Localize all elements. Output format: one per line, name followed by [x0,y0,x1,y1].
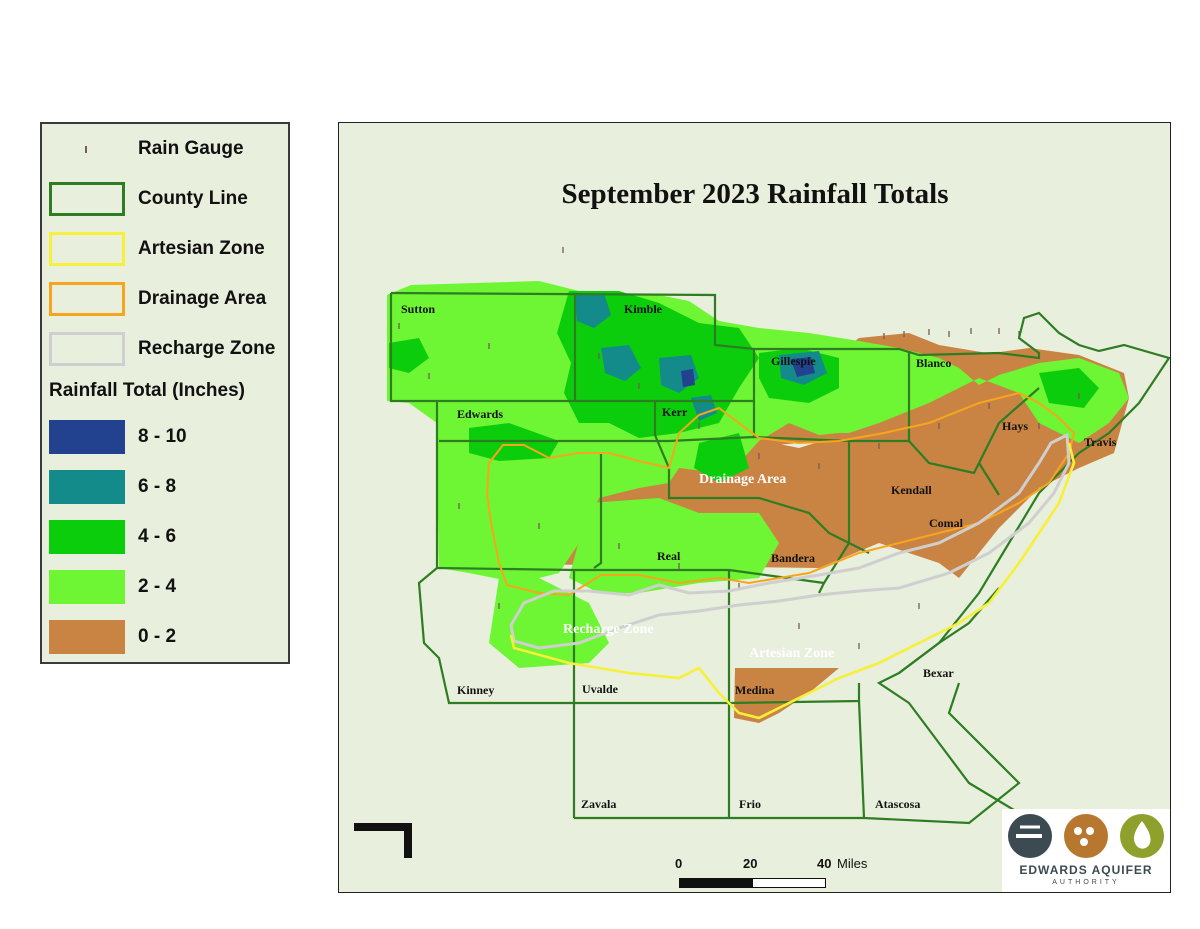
county-label-sutton: Sutton [401,302,435,316]
class-label: 0 - 2 [138,626,177,647]
legend-class-6-8: 6 - 8 [42,470,288,506]
county-label-bandera: Bandera [771,551,815,565]
county-label-travis: Travis [1084,435,1117,449]
scale-tick-0: 0 [675,856,683,871]
class-swatch [49,570,125,604]
class-swatch [49,620,125,654]
county-label-frio: Frio [739,797,761,811]
class-swatch [49,420,125,454]
scale-segment-black [679,878,752,888]
logo-mark-icon [1008,814,1164,858]
rainfall-map: September 2023 Rainfall Totals Sutton Ki… [387,178,1170,825]
legend-class-4-6: 4 - 6 [42,520,288,556]
map-frame: September 2023 Rainfall Totals Sutton Ki… [338,122,1171,893]
scale-unit: Miles [837,856,868,871]
county-label-medina: Medina [735,683,774,697]
class-swatch [49,470,125,504]
county-label-hays: Hays [1002,419,1028,433]
legend-class-0-2: 0 - 2 [42,620,288,656]
legend-label: Recharge Zone [138,338,276,359]
county-label-kimble: Kimble [624,302,663,316]
zone-label-artesian: Artesian Zone [749,646,834,661]
map-title: September 2023 Rainfall Totals [562,178,949,210]
recharge-zone-outline [509,432,1071,650]
county-label-edwards: Edwards [457,407,503,421]
class-swatch [49,520,125,554]
legend-county-line: County Line [42,182,288,218]
map-legend: Rain Gauge County Line Artesian Zone Dra… [40,122,290,664]
county-line-swatch [49,182,125,216]
legend-drainage-area: Drainage Area [42,282,288,318]
county-label-gillespie: Gillespie [771,354,816,368]
drainage-area-swatch [49,282,125,316]
legend-recharge-zone: Recharge Zone [42,332,288,368]
scale-tick-40: 40 [817,856,832,871]
class-label: 8 - 10 [138,426,187,447]
county-label-kerr: Kerr [662,405,688,419]
legend-label: Drainage Area [138,288,267,309]
zone-label-recharge: Recharge Zone [563,622,654,637]
logo-subtitle: AUTHORITY [1052,879,1120,886]
scale-segment-white [752,878,826,888]
county-label-kinney: Kinney [457,683,494,697]
county-label-comal: Comal [929,516,964,530]
legend-label: Artesian Zone [138,238,265,259]
legend-rain-gauge: Rain Gauge [42,132,288,168]
county-label-bexar: Bexar [923,666,954,680]
recharge-zone-swatch [49,332,125,366]
legend-class-2-4: 2 - 4 [42,570,288,606]
class-label: 4 - 6 [138,526,177,547]
legend-artesian-zone: Artesian Zone [42,232,288,268]
scale-tick-20: 20 [743,856,758,871]
class-label: 6 - 8 [138,476,177,497]
rainfall-8-10-layer [681,357,815,387]
county-label-uvalde: Uvalde [582,682,619,696]
zone-label-drainage: Drainage Area [699,472,786,487]
artesian-zone-swatch [49,232,125,266]
corner-mark [354,823,412,858]
county-label-real: Real [657,549,681,563]
legend-class-8-10: 8 - 10 [42,420,288,456]
county-label-kendall: Kendall [891,483,932,497]
edwards-aquifer-logo: EDWARDS AQUIFER AUTHORITY [1002,809,1170,892]
county-label-zavala: Zavala [581,797,616,811]
logo-name: EDWARDS AQUIFER [1019,863,1153,877]
legend-label: County Line [138,188,248,209]
legend-label: Rain Gauge [138,138,244,159]
rain-gauge-icon [85,146,87,153]
county-label-blanco: Blanco [916,356,951,370]
artesian-zone-outline [509,442,1076,720]
scale-bar: 0 20 40 Miles [675,856,879,892]
class-label: 2 - 4 [138,576,177,597]
county-label-atascosa: Atascosa [875,797,920,811]
county-lines [389,291,1170,825]
rainfall-heading: Rainfall Total (Inches) [49,380,246,401]
